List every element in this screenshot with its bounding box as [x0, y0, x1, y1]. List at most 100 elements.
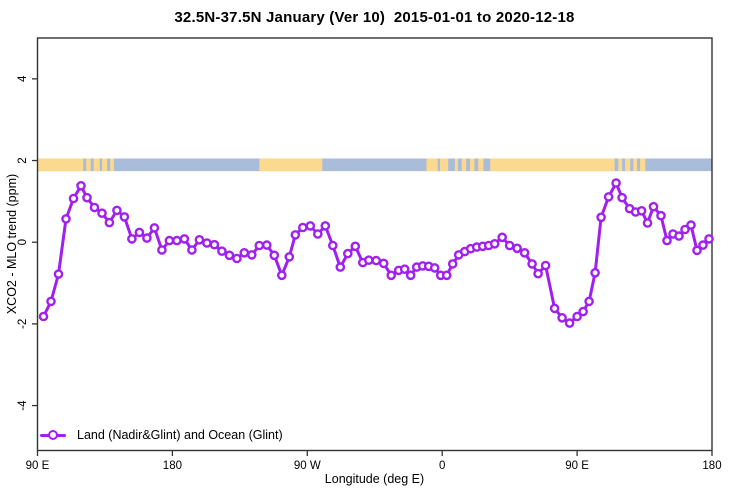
data-point [209, 239, 220, 250]
data-point [76, 180, 86, 191]
legend-label: Land (Nadir&Glint) and Ocean (Glint) [77, 428, 283, 442]
y-tick-label: -2 [17, 319, 29, 329]
map-strip-land-segment [461, 158, 467, 172]
data-point [179, 234, 190, 244]
map-strip-land-segment [625, 158, 631, 172]
map-strip-land-segment [426, 158, 438, 172]
legend-line-marker-icon [40, 429, 66, 441]
data-point [405, 270, 416, 281]
data-point [680, 224, 690, 235]
plot-box [36, 37, 713, 452]
data-point [572, 311, 582, 322]
data-point [164, 235, 175, 246]
x-tick-label: 0 [439, 460, 445, 472]
data-point [187, 245, 197, 255]
y-tick-label: 2 [17, 157, 29, 163]
data-point [82, 192, 92, 203]
data-point [527, 259, 537, 269]
x-tick-label: 90 W [294, 460, 321, 472]
y-tick-label: 0 [17, 239, 29, 245]
y-tick-label: 4 [17, 75, 29, 82]
map-strip-land-segment [93, 158, 100, 172]
data-point [489, 238, 500, 249]
data-point [399, 264, 410, 275]
data-point [512, 243, 522, 254]
data-point [290, 230, 301, 240]
data-point [172, 235, 182, 246]
x-tick-label: 180 [163, 460, 182, 472]
legend: Land (Nadir&Glint) and Ocean (Glint) [40, 428, 283, 442]
data-point [698, 240, 708, 250]
data-point [447, 259, 458, 269]
data-point [342, 248, 353, 259]
data-point [312, 229, 323, 239]
data-point [504, 240, 515, 251]
data-point [564, 318, 575, 328]
x-tick-label: 90 E [26, 460, 50, 472]
data-point [557, 312, 567, 323]
data-point [441, 270, 452, 281]
data-point [276, 270, 287, 281]
map-strip-land-segment [618, 158, 623, 172]
data-point [686, 220, 696, 230]
data-point [320, 221, 331, 231]
data-point [239, 247, 250, 258]
data-point [692, 245, 702, 256]
x-axis-title: Longitude (deg E) [324, 472, 425, 486]
data-point [327, 240, 338, 251]
data-point [662, 235, 672, 246]
data-point [350, 241, 361, 252]
map-strip-land-segment [640, 158, 646, 172]
data-point [261, 240, 272, 250]
data-point [590, 267, 600, 278]
y-axis-title: XCO2 - MLO trend (ppm) [5, 173, 19, 315]
data-point [112, 205, 122, 216]
data-point [224, 250, 235, 261]
data-point [674, 231, 684, 241]
x-tick-label: 90 E [565, 460, 589, 472]
map-strip-land-segment [478, 158, 484, 172]
map-strip-land-segment [37, 158, 84, 172]
data-point [254, 240, 265, 251]
map-strip-land-segment [439, 158, 449, 172]
data-point [149, 223, 160, 233]
data-point [549, 303, 560, 314]
data-point [335, 262, 346, 272]
data-point [53, 269, 64, 279]
map-strip-land-segment [469, 158, 475, 172]
data-point [363, 255, 374, 266]
data-point [617, 192, 627, 203]
data-point [157, 245, 167, 255]
data-point [46, 296, 56, 307]
data-point [217, 246, 227, 256]
data-point [386, 270, 397, 281]
map-strip-land-segment [259, 158, 323, 172]
data-point [704, 234, 714, 244]
data-point [578, 306, 588, 317]
data-point [497, 232, 508, 243]
data-point [127, 234, 137, 244]
map-strip-land-segment [110, 158, 114, 172]
map-strip-land-segment [490, 158, 615, 172]
data-point [284, 252, 295, 262]
data-point [540, 260, 551, 271]
map-strip-land-segment [86, 158, 91, 172]
data-point [519, 247, 530, 258]
map-strip-land-segment [633, 158, 638, 172]
data-point [596, 212, 606, 223]
trend-line [42, 181, 711, 325]
data-point [642, 218, 653, 228]
data-point [104, 217, 115, 228]
data-point [89, 202, 100, 213]
data-point [194, 234, 205, 245]
data-point [636, 205, 647, 216]
data-point [232, 253, 242, 264]
data-point [611, 178, 621, 188]
data-point [119, 212, 130, 222]
data-point [656, 210, 666, 221]
data-point [134, 227, 145, 238]
map-strip-land-segment [101, 158, 108, 172]
chart-title: 32.5N-37.5N January (Ver 10) 2015-01-01 … [174, 9, 575, 26]
